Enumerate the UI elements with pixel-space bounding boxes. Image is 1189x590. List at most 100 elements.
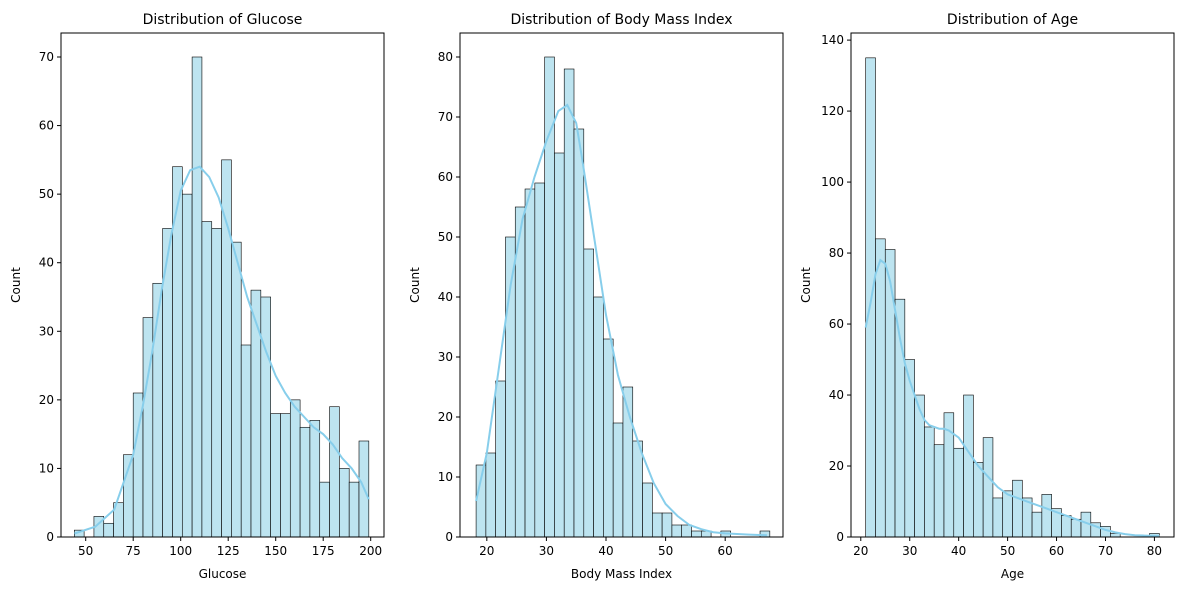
y-tick-label: 80 [829,246,844,260]
histogram-bar [612,422,624,538]
y-axis-label: Count [408,267,422,303]
histogram-bar [963,394,974,538]
y-tick-label: 70 [438,110,453,124]
histogram-bar [1012,479,1023,538]
x-tick-label: 200 [359,544,382,558]
histogram-bar [329,406,340,538]
chart-title: Distribution of Body Mass Index [510,12,732,28]
histogram-bar [348,481,360,538]
histogram-bar [583,248,594,538]
histogram-bar [299,426,311,538]
histogram-bar [231,241,242,538]
x-tick-label: 70 [1098,544,1113,558]
histogram-bar [992,497,1004,538]
y-tick-label: 70 [39,50,54,64]
x-tick-label: 50 [658,544,673,558]
axes-frame [60,32,385,538]
histogram-bar [933,444,945,538]
x-axis-label: Body Mass Index [571,567,672,581]
x-tick-label: 20 [479,544,494,558]
y-tick-label: 20 [438,410,453,424]
histogram-bar [652,512,663,538]
kde-line [73,165,370,535]
y-tick-label: 50 [438,230,453,244]
histogram-bar [671,524,683,538]
histogram-bar [260,296,271,538]
histogram-bar [603,338,614,538]
y-tick-label: 100 [821,175,844,189]
y-tick-label: 40 [39,256,54,270]
x-axis-label: Age [1001,567,1024,581]
histogram-bar [904,359,915,538]
y-tick-label: 60 [39,119,54,133]
histogram-bar [573,128,585,538]
x-tick-label: 50 [78,544,93,558]
y-tick-label: 10 [39,461,54,475]
histogram-bar [554,152,565,538]
chart-title: Distribution of Age [947,12,1078,28]
histogram-bar [495,380,506,538]
histogram-bar [221,159,232,538]
y-tick-label: 0 [445,530,453,544]
histogram-bar [661,512,673,538]
histogram-bar [181,193,193,538]
y-tick-label: 140 [821,33,844,47]
histogram-bar [280,413,291,538]
histogram-bar [544,56,555,538]
histogram-bar [953,447,964,538]
y-tick-label: 0 [836,530,844,544]
y-axis-label: Count [799,267,813,303]
histogram-bar [1002,490,1013,538]
y-tick-label: 30 [39,324,54,338]
y-tick-label: 20 [829,459,844,473]
x-tick-label: 40 [951,544,966,558]
x-tick-label: 60 [718,544,733,558]
histogram-bar [593,296,604,538]
x-tick-label: 125 [217,544,240,558]
x-tick-label: 60 [1049,544,1064,558]
x-tick-label: 30 [539,544,554,558]
histogram-bar [632,440,643,538]
y-tick-label: 80 [438,50,453,64]
histogram-bar [563,68,575,538]
x-tick-label: 75 [126,544,141,558]
histogram-bar [924,426,935,538]
histogram-bar [211,228,222,538]
kde-line [475,103,767,537]
histogram-bar [142,317,154,538]
x-tick-label: 100 [169,544,192,558]
x-tick-label: 50 [1000,544,1015,558]
histogram-bar [319,481,330,538]
histogram-bar [1041,494,1052,538]
x-tick-label: 20 [853,544,868,558]
y-tick-label: 30 [438,350,453,364]
axes-frame [459,32,784,538]
y-tick-label: 10 [438,470,453,484]
y-tick-label: 60 [829,317,844,331]
histogram-bar [973,462,984,538]
histogram-bar [201,221,213,538]
histogram-bar [681,524,692,538]
histogram-bar [691,530,702,538]
x-tick-label: 30 [902,544,917,558]
y-tick-label: 60 [438,170,453,184]
y-tick-label: 50 [39,187,54,201]
kde-line [864,258,1160,537]
histogram-bar [884,249,896,538]
histogram-bar [103,522,114,538]
histogram-bar [1031,511,1043,538]
chart-title: Distribution of Glucose [143,12,303,28]
y-axis-label: Count [9,267,23,303]
histogram-bar [534,182,545,538]
x-tick-label: 80 [1147,544,1162,558]
x-tick-label: 40 [598,544,613,558]
histogram-bar [875,238,886,538]
x-tick-label: 150 [264,544,287,558]
y-tick-label: 120 [821,104,844,118]
y-tick-label: 0 [46,530,54,544]
histogram-bar [1061,515,1072,538]
histogram-bar [191,56,203,538]
histogram-bar [309,420,321,538]
histogram-bar [642,482,653,538]
